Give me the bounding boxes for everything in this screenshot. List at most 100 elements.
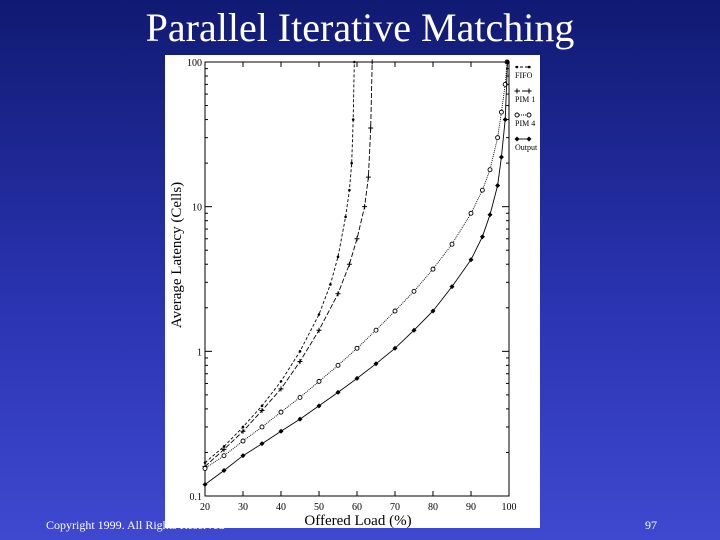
data-point: [260, 404, 264, 408]
data-point: [468, 257, 474, 263]
data-point: [202, 466, 208, 471]
data-point: [348, 188, 351, 192]
data-point: [354, 375, 360, 381]
data-point: [468, 210, 474, 216]
data-point: [526, 112, 532, 118]
data-point: [259, 424, 265, 430]
y-axis-ticks: 0.1 1 10 100: [187, 58, 509, 503]
plot-panel: 20 30 40 50 60 70 80 90 100 0.1 1 10 100 FIFO PIM 1 P…: [165, 55, 540, 529]
legend: FIFO PIM 1 PIM 4 Output: [514, 65, 538, 152]
data-point: [329, 283, 332, 286]
x-tick-label: 30: [238, 502, 248, 513]
data-point: [487, 212, 493, 218]
data-point: [369, 59, 375, 65]
slide-title: Parallel Iterative Matching: [145, 5, 575, 50]
series-pim-4: [202, 59, 510, 471]
legend-label: PIM 4: [515, 119, 535, 128]
data-point: [278, 428, 284, 434]
data-point: [430, 308, 436, 314]
series-output: [202, 59, 510, 488]
data-point: [514, 136, 520, 142]
x-tick-label: 60: [352, 502, 362, 513]
series-fifo: [203, 60, 356, 464]
series-line: [204, 61, 508, 469]
data-point: [479, 187, 485, 193]
x-tick-label: 40: [276, 502, 286, 513]
data-point: [449, 241, 455, 247]
series-layer: [202, 59, 510, 488]
data-point: [344, 215, 347, 219]
legend-label: Output: [515, 143, 538, 152]
data-point: [411, 327, 417, 333]
data-point: [351, 118, 355, 121]
data-point: [354, 345, 360, 351]
data-point: [316, 327, 322, 333]
data-point: [526, 88, 532, 94]
data-point: [202, 482, 208, 488]
data-point: [515, 65, 519, 69]
page-number: 97: [645, 518, 657, 532]
plot-border: [204, 61, 510, 497]
data-point: [373, 361, 379, 367]
data-point: [241, 425, 245, 429]
data-point: [514, 112, 520, 118]
data-point: [479, 234, 485, 240]
legend-item: PIM 4: [514, 112, 535, 128]
x-tick-label: 70: [390, 502, 400, 513]
data-point: [362, 204, 368, 210]
x-tick-label: 80: [428, 502, 438, 513]
x-axis-label: Offered Load (%): [304, 513, 411, 528]
data-point: [514, 88, 520, 94]
data-point: [527, 65, 531, 69]
legend-item: PIM 1: [514, 88, 535, 104]
data-point: [297, 416, 303, 422]
data-point: [430, 266, 436, 272]
series-pim-1: [202, 59, 375, 469]
data-point: [222, 445, 226, 448]
x-tick-label: 50: [314, 502, 324, 513]
data-point: [240, 453, 246, 459]
data-point: [373, 327, 379, 333]
legend-item: Output: [514, 136, 538, 152]
data-point: [259, 441, 265, 447]
data-point: [278, 386, 284, 392]
y-tick-label: 10: [192, 203, 202, 214]
copyright-notice: Copyright 1999. All Rights Reserved: [46, 518, 225, 532]
x-axis-ticks: 20 30 40 50 60 70 80 90 100: [200, 62, 517, 513]
x-tick-label: 20: [200, 502, 210, 513]
data-point: [297, 394, 303, 400]
data-point: [502, 117, 508, 123]
y-axis-label: Average Latency (Cells): [169, 182, 185, 328]
x-tick-label: 100: [502, 502, 517, 513]
data-point: [278, 409, 284, 415]
data-point: [335, 362, 341, 368]
data-point: [335, 389, 341, 395]
data-point: [203, 461, 207, 464]
data-point: [336, 255, 340, 259]
data-point: [335, 291, 341, 297]
legend-label: FIFO: [515, 71, 533, 80]
data-point: [298, 350, 302, 353]
series-line: [204, 61, 373, 467]
series-line: [204, 61, 355, 464]
data-point: [279, 380, 283, 383]
series-line: [204, 61, 508, 485]
data-point: [495, 135, 501, 141]
data-point: [368, 125, 374, 131]
x-tick-label: 90: [466, 502, 476, 513]
latency-chart: 20 30 40 50 60 70 80 90 100 0.1 1 10 100 FIFO PIM 1 P…: [169, 58, 538, 529]
data-point: [221, 453, 227, 459]
data-point: [259, 407, 265, 413]
data-point: [316, 403, 322, 409]
legend-item: FIFO: [515, 65, 533, 80]
data-point: [316, 378, 322, 384]
data-point: [526, 136, 532, 142]
y-tick-label: 0.1: [190, 492, 203, 503]
data-point: [221, 446, 227, 452]
data-point: [317, 313, 321, 316]
data-point: [495, 183, 501, 189]
data-point: [240, 428, 246, 434]
data-point: [297, 359, 303, 365]
data-point: [392, 345, 398, 351]
data-point: [504, 59, 510, 65]
